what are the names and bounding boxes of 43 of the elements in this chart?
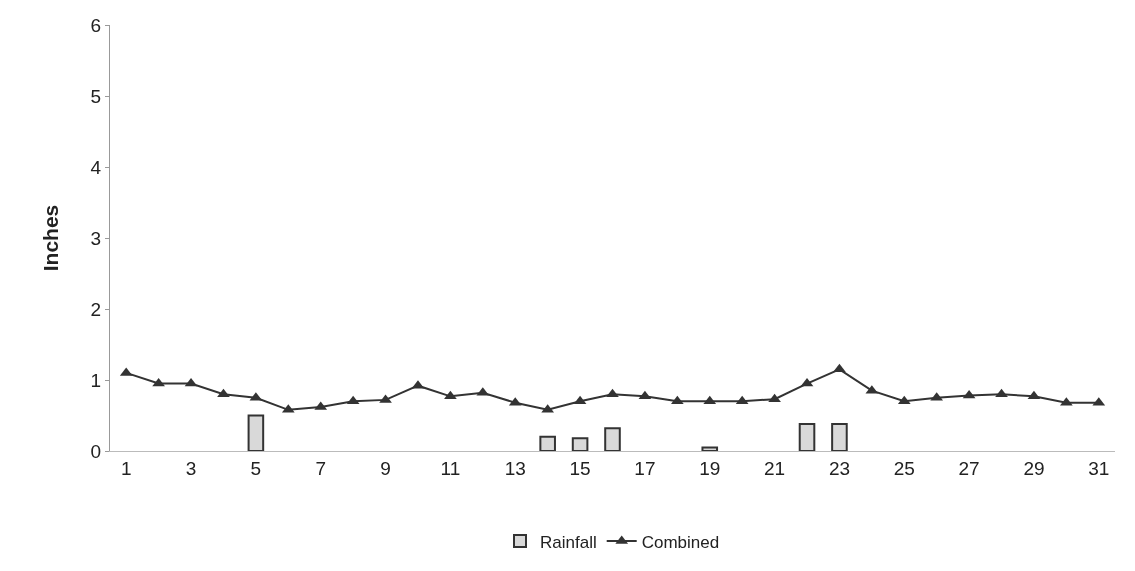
x-tick-label: 29 xyxy=(1023,457,1045,479)
y-tick-label: 0 xyxy=(90,440,102,462)
x-tick-label: 19 xyxy=(699,457,721,479)
x-tick-label: 27 xyxy=(958,457,980,479)
y-axis-title: Inches xyxy=(39,204,62,272)
x-tick-label: 3 xyxy=(185,457,197,479)
bar xyxy=(571,437,589,451)
y-tick-label: 6 xyxy=(90,14,102,36)
y-tick-label: 5 xyxy=(90,85,102,107)
point xyxy=(638,390,652,400)
bar xyxy=(604,427,621,451)
x-tick-label: 1 xyxy=(120,457,132,479)
point xyxy=(444,390,457,400)
legend-label: Rainfall xyxy=(540,532,597,552)
bar xyxy=(831,423,848,451)
bar xyxy=(247,414,265,451)
x-tick-label: 5 xyxy=(250,457,262,479)
bar xyxy=(701,446,719,451)
point xyxy=(703,395,717,405)
point xyxy=(346,395,360,405)
point xyxy=(833,363,846,373)
point xyxy=(897,395,911,405)
point xyxy=(1027,390,1041,400)
bar xyxy=(539,435,556,451)
y-tick-label: 3 xyxy=(90,227,102,249)
y-tick-label: 4 xyxy=(90,156,102,178)
x-tick-label: 25 xyxy=(893,457,915,479)
x-tick-label: 9 xyxy=(380,457,391,479)
y-tick-label: 1 xyxy=(90,369,102,391)
x-tick-label: 11 xyxy=(440,457,461,479)
x-tick-label: 7 xyxy=(315,457,327,479)
bar xyxy=(798,423,816,451)
point xyxy=(735,395,749,405)
x-tick-label: 17 xyxy=(634,457,656,479)
x-tick-label: 15 xyxy=(569,457,591,479)
point xyxy=(670,395,684,405)
point xyxy=(573,395,587,405)
x-tick-label: 13 xyxy=(504,457,526,479)
x-tick-label: 21 xyxy=(764,457,786,479)
y-tick-label: 2 xyxy=(90,298,102,320)
x-tick-label: 23 xyxy=(828,457,851,479)
legend-label: Combined xyxy=(641,532,720,552)
x-tick-label: 31 xyxy=(1088,457,1110,479)
